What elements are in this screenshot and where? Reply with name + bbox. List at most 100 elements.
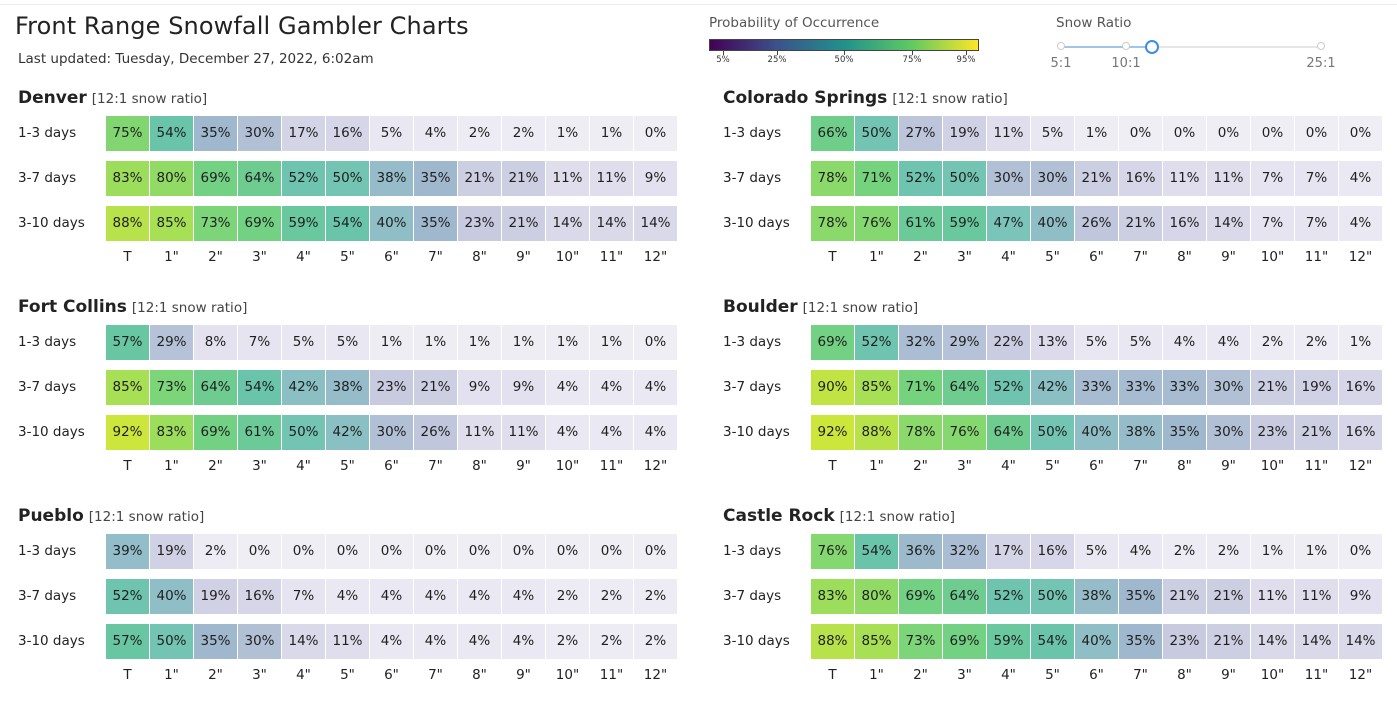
heatmap-cell[interactable]: 11% — [1251, 579, 1294, 614]
heatmap-cell[interactable]: 66% — [811, 116, 854, 151]
heatmap-cell[interactable]: 54% — [855, 534, 898, 569]
heatmap-cell[interactable]: 61% — [899, 206, 942, 241]
heatmap-cell[interactable]: 33% — [1163, 370, 1206, 405]
heatmap-cell[interactable]: 54% — [150, 116, 193, 151]
heatmap-cell[interactable]: 50% — [326, 161, 369, 196]
heatmap-cell[interactable]: 85% — [855, 370, 898, 405]
heatmap-cell[interactable]: 42% — [326, 415, 369, 450]
heatmap-cell[interactable]: 83% — [811, 579, 854, 614]
heatmap-cell[interactable]: 92% — [106, 415, 149, 450]
heatmap-cell[interactable]: 19% — [194, 579, 237, 614]
heatmap-cell[interactable]: 2% — [590, 579, 633, 614]
heatmap-cell[interactable]: 11% — [1207, 161, 1250, 196]
heatmap-cell[interactable]: 54% — [238, 370, 281, 405]
heatmap-cell[interactable]: 14% — [590, 206, 633, 241]
heatmap-cell[interactable]: 2% — [194, 534, 237, 569]
heatmap-cell[interactable]: 4% — [1339, 161, 1382, 196]
heatmap-cell[interactable]: 1% — [1075, 116, 1118, 151]
heatmap-cell[interactable]: 59% — [987, 624, 1030, 659]
heatmap-cell[interactable]: 69% — [899, 579, 942, 614]
heatmap-cell[interactable]: 26% — [414, 415, 457, 450]
heatmap-cell[interactable]: 19% — [1295, 370, 1338, 405]
heatmap-cell[interactable]: 69% — [811, 325, 854, 360]
heatmap-cell[interactable]: 71% — [899, 370, 942, 405]
heatmap-cell[interactable]: 38% — [326, 370, 369, 405]
heatmap-cell[interactable]: 0% — [502, 534, 545, 569]
heatmap-cell[interactable]: 26% — [1075, 206, 1118, 241]
heatmap-cell[interactable]: 33% — [1119, 370, 1162, 405]
heatmap-cell[interactable]: 19% — [943, 116, 986, 151]
heatmap-cell[interactable]: 50% — [1031, 579, 1074, 614]
heatmap-cell[interactable]: 35% — [194, 116, 237, 151]
heatmap-cell[interactable]: 69% — [238, 206, 281, 241]
heatmap-cell[interactable]: 14% — [1339, 624, 1382, 659]
heatmap-cell[interactable]: 76% — [811, 534, 854, 569]
heatmap-cell[interactable]: 1% — [1339, 325, 1382, 360]
heatmap-cell[interactable]: 38% — [370, 161, 413, 196]
heatmap-cell[interactable]: 21% — [1207, 624, 1250, 659]
snow-ratio-slider-handle[interactable] — [1145, 40, 1159, 54]
heatmap-cell[interactable]: 2% — [546, 624, 589, 659]
heatmap-cell[interactable]: 1% — [1251, 534, 1294, 569]
heatmap-cell[interactable]: 0% — [458, 534, 501, 569]
heatmap-cell[interactable]: 78% — [899, 415, 942, 450]
heatmap-cell[interactable]: 27% — [899, 116, 942, 151]
heatmap-cell[interactable]: 8% — [194, 325, 237, 360]
heatmap-cell[interactable]: 85% — [150, 206, 193, 241]
heatmap-cell[interactable]: 88% — [811, 624, 854, 659]
heatmap-cell[interactable]: 11% — [326, 624, 369, 659]
heatmap-cell[interactable]: 9% — [1339, 579, 1382, 614]
heatmap-cell[interactable]: 0% — [238, 534, 281, 569]
heatmap-cell[interactable]: 80% — [855, 579, 898, 614]
heatmap-cell[interactable]: 36% — [899, 534, 942, 569]
heatmap-cell[interactable]: 92% — [811, 415, 854, 450]
heatmap-cell[interactable]: 0% — [546, 534, 589, 569]
heatmap-cell[interactable]: 52% — [282, 161, 325, 196]
snow-ratio-mark-dot[interactable] — [1122, 42, 1130, 50]
heatmap-cell[interactable]: 2% — [1163, 534, 1206, 569]
heatmap-cell[interactable]: 40% — [1031, 206, 1074, 241]
heatmap-cell[interactable]: 1% — [502, 325, 545, 360]
heatmap-cell[interactable]: 35% — [414, 206, 457, 241]
heatmap-cell[interactable]: 4% — [1163, 325, 1206, 360]
heatmap-cell[interactable]: 2% — [502, 116, 545, 151]
heatmap-cell[interactable]: 73% — [899, 624, 942, 659]
heatmap-cell[interactable]: 4% — [546, 370, 589, 405]
heatmap-cell[interactable]: 83% — [150, 415, 193, 450]
heatmap-cell[interactable]: 78% — [811, 161, 854, 196]
heatmap-cell[interactable]: 0% — [282, 534, 325, 569]
heatmap-cell[interactable]: 0% — [370, 534, 413, 569]
heatmap-cell[interactable]: 14% — [1207, 206, 1250, 241]
heatmap-cell[interactable]: 23% — [458, 206, 501, 241]
heatmap-cell[interactable]: 14% — [1295, 624, 1338, 659]
heatmap-cell[interactable]: 4% — [634, 415, 677, 450]
heatmap-cell[interactable]: 1% — [414, 325, 457, 360]
heatmap-cell[interactable]: 21% — [1075, 161, 1118, 196]
heatmap-cell[interactable]: 21% — [1295, 415, 1338, 450]
heatmap-cell[interactable]: 59% — [943, 206, 986, 241]
heatmap-cell[interactable]: 50% — [1031, 415, 1074, 450]
heatmap-cell[interactable]: 2% — [590, 624, 633, 659]
heatmap-cell[interactable]: 69% — [194, 415, 237, 450]
heatmap-cell[interactable]: 54% — [1031, 624, 1074, 659]
heatmap-cell[interactable]: 75% — [106, 116, 149, 151]
heatmap-cell[interactable]: 5% — [326, 325, 369, 360]
heatmap-cell[interactable]: 35% — [194, 624, 237, 659]
heatmap-cell[interactable]: 14% — [282, 624, 325, 659]
heatmap-cell[interactable]: 1% — [458, 325, 501, 360]
heatmap-cell[interactable]: 1% — [546, 325, 589, 360]
heatmap-cell[interactable]: 40% — [150, 579, 193, 614]
heatmap-cell[interactable]: 21% — [502, 206, 545, 241]
heatmap-cell[interactable]: 0% — [326, 534, 369, 569]
heatmap-cell[interactable]: 47% — [987, 206, 1030, 241]
heatmap-cell[interactable]: 85% — [855, 624, 898, 659]
heatmap-cell[interactable]: 4% — [1207, 325, 1250, 360]
heatmap-cell[interactable]: 40% — [1075, 624, 1118, 659]
heatmap-cell[interactable]: 16% — [1119, 161, 1162, 196]
heatmap-cell[interactable]: 4% — [634, 370, 677, 405]
heatmap-cell[interactable]: 5% — [1075, 534, 1118, 569]
heatmap-cell[interactable]: 4% — [1119, 534, 1162, 569]
heatmap-cell[interactable]: 2% — [546, 579, 589, 614]
heatmap-cell[interactable]: 38% — [1075, 579, 1118, 614]
heatmap-cell[interactable]: 21% — [502, 161, 545, 196]
